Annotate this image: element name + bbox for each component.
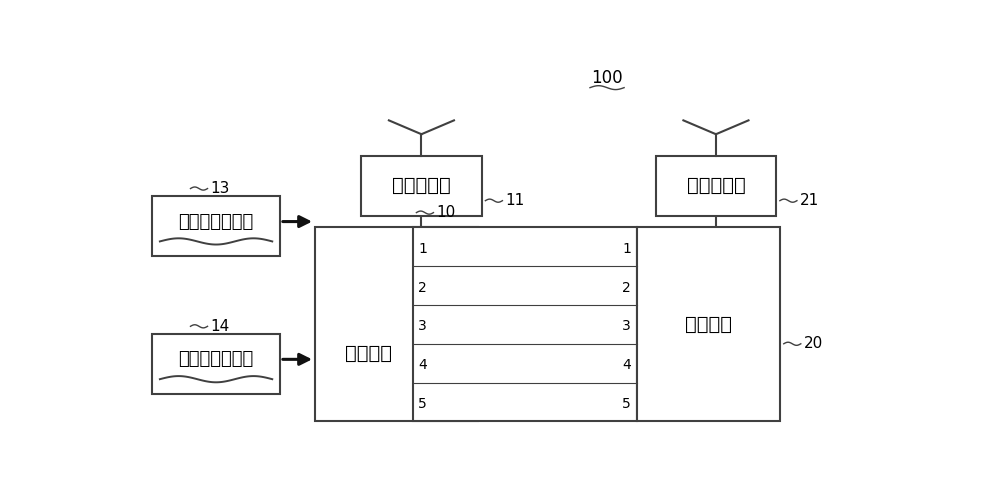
Bar	[656, 156, 776, 216]
Text: 2: 2	[622, 281, 631, 294]
Bar	[413, 227, 637, 421]
Text: 第一收发机: 第一收发机	[392, 176, 451, 195]
Text: 3: 3	[622, 320, 631, 333]
Bar	[152, 334, 280, 394]
Bar	[361, 156, 482, 216]
Text: 21: 21	[800, 193, 819, 208]
Text: 2: 2	[418, 281, 427, 294]
Text: 4: 4	[418, 358, 427, 372]
Text: 11: 11	[506, 193, 525, 208]
Text: 100: 100	[591, 69, 623, 87]
Bar	[637, 227, 780, 421]
Text: 13: 13	[211, 181, 230, 196]
Text: 主处理器: 主处理器	[345, 344, 392, 363]
Bar	[315, 227, 478, 421]
Text: 5: 5	[622, 397, 631, 411]
Text: 10: 10	[437, 205, 456, 220]
Text: 3: 3	[418, 320, 427, 333]
Text: 第一用户识别卡: 第一用户识别卡	[178, 213, 254, 230]
Text: 从处理器: 从处理器	[685, 315, 732, 334]
Text: 1: 1	[418, 242, 427, 256]
Text: 第二用户识别卡: 第二用户识别卡	[178, 350, 254, 368]
Text: 5: 5	[418, 397, 427, 411]
Text: 4: 4	[622, 358, 631, 372]
Bar	[152, 197, 280, 257]
Text: 第二收发机: 第二收发机	[687, 176, 745, 195]
Text: 20: 20	[804, 336, 823, 351]
Text: 14: 14	[211, 319, 230, 334]
Text: 1: 1	[622, 242, 631, 256]
